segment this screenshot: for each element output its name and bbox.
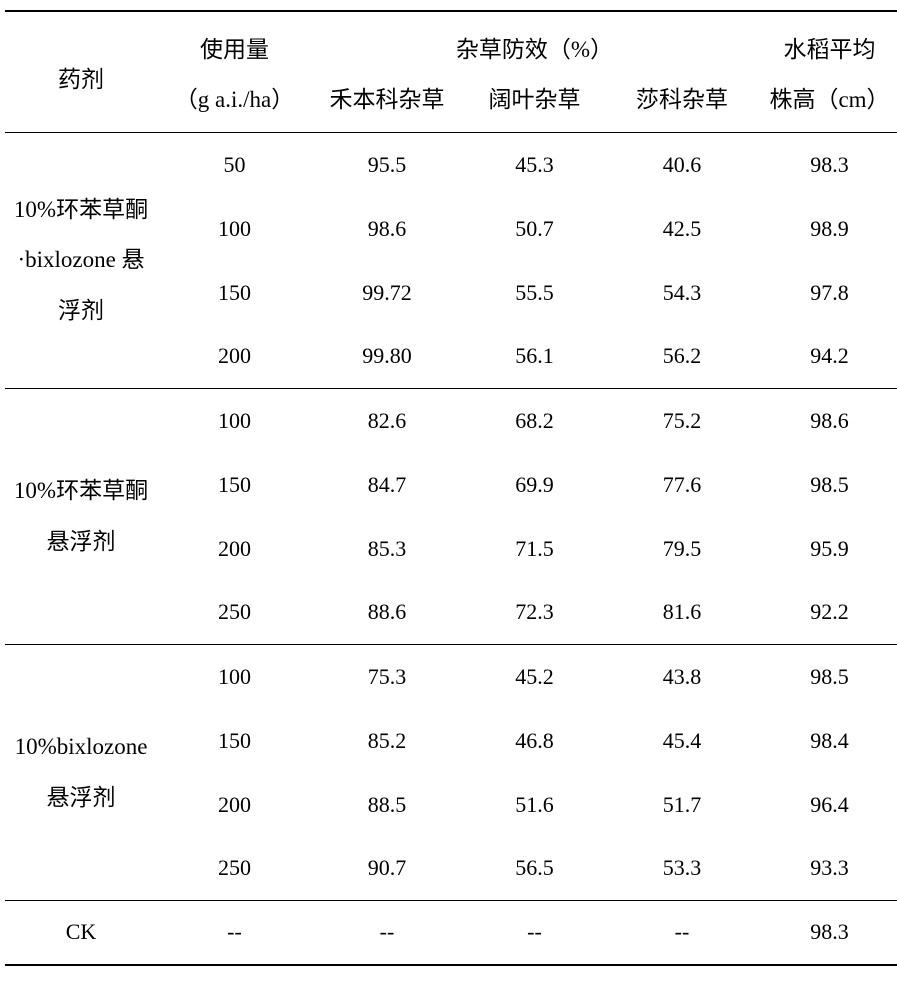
cell-grass: 85.3	[312, 517, 462, 581]
table-row: 10%bixlozone 悬浮剂 100 75.3 45.2 43.8 98.5	[5, 645, 897, 709]
cell-broadleaf: 55.5	[462, 261, 607, 325]
table-header: 药剂 使用量 杂草防效（%） 水稻平均 （g a.i./ha） 禾本科杂草 阔叶…	[5, 11, 897, 133]
cell-height: 98.4	[757, 709, 897, 773]
cell-dose: 50	[157, 133, 312, 197]
table-row: 10%环苯草酮·bixlozone 悬浮剂 50 95.5 45.3 40.6 …	[5, 133, 897, 197]
efficacy-table: 药剂 使用量 杂草防效（%） 水稻平均 （g a.i./ha） 禾本科杂草 阔叶…	[5, 10, 897, 966]
cell-sedge: 54.3	[607, 261, 757, 325]
cell-grass: 84.7	[312, 453, 462, 517]
header-dosage-top: 使用量	[157, 11, 312, 72]
header-sedge: 莎科杂草	[607, 72, 757, 133]
cell-height: 98.9	[757, 197, 897, 261]
cell-sedge: 43.8	[607, 645, 757, 709]
cell-height: 98.3	[757, 133, 897, 197]
agent-cell: 10%bixlozone 悬浮剂	[5, 645, 157, 901]
cell-broadleaf: 69.9	[462, 453, 607, 517]
cell-sedge: 79.5	[607, 517, 757, 581]
header-dosage-bottom: （g a.i./ha）	[157, 72, 312, 133]
cell-broadleaf: 46.8	[462, 709, 607, 773]
cell-sedge: 51.7	[607, 773, 757, 837]
ck-row: CK -- -- -- -- 98.3	[5, 901, 897, 965]
cell-height: 93.3	[757, 837, 897, 901]
cell-broadleaf: 68.2	[462, 389, 607, 453]
cell-height: 95.9	[757, 517, 897, 581]
cell-sedge: 77.6	[607, 453, 757, 517]
cell-height: 97.8	[757, 261, 897, 325]
cell-broadleaf: 45.2	[462, 645, 607, 709]
cell-grass: 82.6	[312, 389, 462, 453]
header-rice-top: 水稻平均	[757, 11, 897, 72]
cell-broadleaf: --	[462, 901, 607, 965]
cell-dose: 150	[157, 261, 312, 325]
cell-height: 98.5	[757, 645, 897, 709]
cell-height: 94.2	[757, 325, 897, 389]
cell-sedge: 81.6	[607, 581, 757, 645]
cell-dose: 200	[157, 517, 312, 581]
cell-dose: --	[157, 901, 312, 965]
header-broadleaf: 阔叶杂草	[462, 72, 607, 133]
cell-height: 96.4	[757, 773, 897, 837]
cell-sedge: 45.4	[607, 709, 757, 773]
header-grass: 禾本科杂草	[312, 72, 462, 133]
cell-sedge: 53.3	[607, 837, 757, 901]
cell-broadleaf: 56.1	[462, 325, 607, 389]
cell-dose: 150	[157, 709, 312, 773]
cell-dose: 100	[157, 389, 312, 453]
cell-grass: 88.6	[312, 581, 462, 645]
cell-dose: 100	[157, 645, 312, 709]
cell-height: 92.2	[757, 581, 897, 645]
cell-broadleaf: 51.6	[462, 773, 607, 837]
cell-sedge: 75.2	[607, 389, 757, 453]
cell-grass: 98.6	[312, 197, 462, 261]
table-body: 10%环苯草酮·bixlozone 悬浮剂 50 95.5 45.3 40.6 …	[5, 133, 897, 965]
cell-sedge: --	[607, 901, 757, 965]
ck-label: CK	[5, 901, 157, 965]
cell-height: 98.3	[757, 901, 897, 965]
cell-dose: 200	[157, 773, 312, 837]
cell-dose: 200	[157, 325, 312, 389]
header-rice-bottom: 株高（cm）	[757, 72, 897, 133]
header-row-1: 药剂 使用量 杂草防效（%） 水稻平均	[5, 11, 897, 72]
cell-dose: 100	[157, 197, 312, 261]
cell-grass: --	[312, 901, 462, 965]
cell-grass: 90.7	[312, 837, 462, 901]
cell-grass: 88.5	[312, 773, 462, 837]
cell-grass: 99.72	[312, 261, 462, 325]
cell-grass: 75.3	[312, 645, 462, 709]
cell-broadleaf: 50.7	[462, 197, 607, 261]
header-agent: 药剂	[5, 11, 157, 133]
table-row: 10%环苯草酮悬浮剂 100 82.6 68.2 75.2 98.6	[5, 389, 897, 453]
cell-broadleaf: 45.3	[462, 133, 607, 197]
cell-sedge: 42.5	[607, 197, 757, 261]
cell-grass: 85.2	[312, 709, 462, 773]
header-efficacy-span: 杂草防效（%）	[312, 11, 757, 72]
cell-broadleaf: 56.5	[462, 837, 607, 901]
cell-sedge: 56.2	[607, 325, 757, 389]
cell-height: 98.5	[757, 453, 897, 517]
cell-broadleaf: 71.5	[462, 517, 607, 581]
cell-grass: 95.5	[312, 133, 462, 197]
cell-dose: 250	[157, 837, 312, 901]
cell-dose: 250	[157, 581, 312, 645]
cell-dose: 150	[157, 453, 312, 517]
cell-sedge: 40.6	[607, 133, 757, 197]
agent-cell: 10%环苯草酮悬浮剂	[5, 389, 157, 645]
cell-height: 98.6	[757, 389, 897, 453]
cell-grass: 99.80	[312, 325, 462, 389]
cell-broadleaf: 72.3	[462, 581, 607, 645]
agent-cell: 10%环苯草酮·bixlozone 悬浮剂	[5, 133, 157, 389]
